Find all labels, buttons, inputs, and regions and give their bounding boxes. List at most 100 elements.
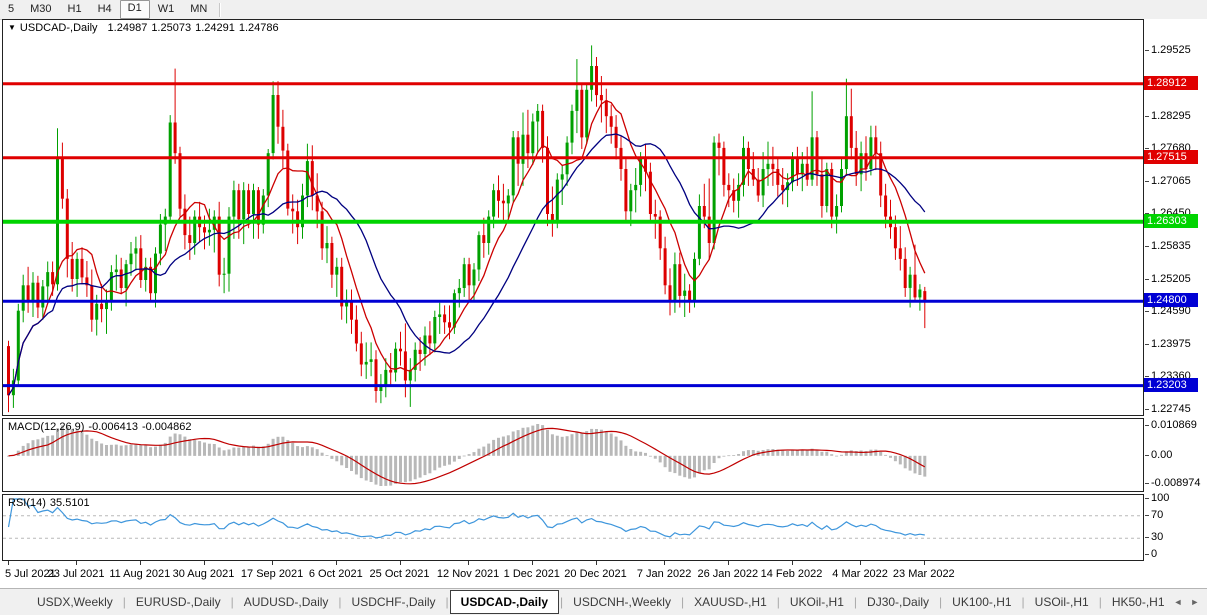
- macd-histogram-bar: [203, 442, 206, 456]
- candle-body: [702, 206, 706, 217]
- macd-histogram-bar: [835, 455, 839, 457]
- chart-tab-audusd-[interactable]: AUDUSD-,Daily: [243, 595, 329, 609]
- macd-histogram-bar: [898, 455, 902, 465]
- macd-histogram-bar: [727, 455, 731, 457]
- chart-tab-eurusd-[interactable]: EURUSD-,Daily: [135, 595, 221, 609]
- macd-histogram-bar: [609, 433, 613, 456]
- candle-body: [85, 277, 89, 286]
- candle-body: [178, 153, 182, 209]
- timeframe-button-h4[interactable]: H4: [97, 3, 112, 15]
- price-tick-label: 1.29525: [1145, 44, 1191, 57]
- candle-body: [109, 272, 113, 302]
- chart-title: ▼ USDCAD-,Daily 1.24987 1.25073 1.24291 1.247…: [8, 22, 283, 34]
- macd-histogram-bar: [908, 455, 912, 471]
- macd-histogram-bar: [70, 429, 74, 456]
- macd-histogram-bar: [599, 429, 603, 456]
- candle-body: [335, 266, 339, 275]
- tab-divider: |: [445, 595, 449, 609]
- timeframe-button-5[interactable]: 5: [8, 3, 15, 15]
- macd-histogram-bar: [325, 455, 329, 456]
- price-tick-label: 1.24590: [1145, 305, 1191, 318]
- timeframe-button-m30[interactable]: M30: [30, 3, 52, 15]
- timeframe-button-h1[interactable]: H1: [67, 3, 82, 15]
- timeframe-button-d1[interactable]: D1: [119, 0, 150, 19]
- candle-body: [893, 227, 897, 249]
- tab-divider: |: [1098, 595, 1102, 609]
- macd-histogram-bar: [830, 454, 834, 456]
- macd-histogram-bar: [379, 455, 383, 486]
- macd-histogram-bar: [242, 446, 246, 456]
- macd-label: MACD(12,26,9) -0.006413 -0.004862: [8, 421, 196, 433]
- time-axis-label: 26 Jan 2022: [697, 568, 759, 580]
- timeframe-button-mn[interactable]: MN: [190, 3, 208, 15]
- candle-body: [879, 153, 883, 196]
- candle-body: [546, 147, 549, 214]
- candle-body: [433, 317, 437, 344]
- candle-body: [403, 351, 407, 381]
- chart-tab-usdcad-[interactable]: USDCAD-,Daily: [449, 590, 560, 614]
- candle-body: [756, 179, 760, 196]
- time-tick: [7, 561, 9, 565]
- tabs-scroll-right-icon[interactable]: ►: [1190, 597, 1200, 607]
- macd-histogram-bar: [154, 446, 157, 456]
- chart-tab-ukoil-[interactable]: UKOil-,H1: [789, 595, 844, 609]
- chart-tab-usdcnh-[interactable]: USDCNH-,Weekly: [573, 595, 671, 609]
- chart-tab-uk100-[interactable]: UK100-,H1: [952, 595, 1012, 609]
- macd-histogram-bar: [418, 455, 422, 478]
- macd-histogram-bar: [889, 455, 892, 458]
- macd-histogram-bar: [786, 451, 790, 456]
- chart-tab-usdchf-[interactable]: USDCHF-,Daily: [351, 595, 436, 609]
- candle-body: [305, 161, 309, 196]
- macd-histogram-bar: [7, 455, 10, 457]
- macd-histogram-bar: [859, 450, 863, 456]
- candle-body: [232, 190, 236, 217]
- candle-body: [472, 269, 476, 286]
- chart-tab-hk50-[interactable]: HK50-,H1: [1111, 595, 1165, 609]
- macd-histogram-bar: [359, 455, 363, 479]
- price-axis[interactable]: 1.295251.282951.276801.270651.264501.258…: [1144, 19, 1207, 587]
- macd-histogram-bar: [893, 455, 897, 462]
- macd-histogram-bar: [668, 455, 672, 472]
- candle-body: [869, 137, 873, 169]
- macd-histogram-bar: [345, 455, 349, 468]
- rsi-indicator-panel[interactable]: RSI(14) 35.5101: [2, 494, 1144, 561]
- candle-body: [595, 66, 598, 96]
- candle-body: [683, 290, 687, 296]
- candle-body: [310, 161, 314, 196]
- candle-body: [506, 195, 510, 204]
- candle-body: [859, 153, 863, 175]
- macd-histogram-bar: [531, 425, 535, 456]
- candle-body: [805, 163, 809, 180]
- macd-histogram-bar: [310, 447, 314, 456]
- macd-histogram-bar: [109, 444, 113, 456]
- candle-body: [742, 147, 745, 185]
- chart-tab-usdx[interactable]: USDX,Weekly: [37, 595, 113, 609]
- time-axis[interactable]: 5 Jul 2021 23 Jul 2021 11 Aug 2021 30 Aug 2…: [2, 561, 1144, 587]
- macd-histogram-bar: [746, 450, 750, 456]
- candle-body: [7, 346, 10, 396]
- chart-tab-dj30-[interactable]: DJ30-,Daily: [867, 595, 930, 609]
- tab-scroll-arrows: ◄ ►: [1174, 597, 1200, 607]
- candlestick-plot[interactable]: [3, 20, 1143, 415]
- macd-histogram-bar: [134, 443, 138, 456]
- macd-indicator-panel[interactable]: MACD(12,26,9) -0.006413 -0.004862: [2, 418, 1144, 492]
- candle-body: [95, 303, 99, 320]
- candle-body: [428, 335, 432, 344]
- macd-histogram-bar: [903, 455, 907, 469]
- chart-tab-xauusd-[interactable]: XAUUSD-,H1: [694, 595, 767, 609]
- symbol-dropdown-icon[interactable]: ▼: [8, 23, 16, 32]
- candle-body: [144, 266, 148, 280]
- macd-histogram-bar: [369, 455, 373, 482]
- rsi-plot[interactable]: [3, 495, 1143, 560]
- macd-plot[interactable]: [3, 419, 1143, 491]
- main-chart-panel[interactable]: ▼ USDCAD-,Daily 1.24987 1.25073 1.24291 1.247…: [2, 19, 1144, 416]
- timeframe-button-w1[interactable]: W1: [157, 3, 175, 15]
- tabs-scroll-left-icon[interactable]: ◄: [1173, 597, 1183, 607]
- chart-tab-usoil-[interactable]: USOil-,H1: [1034, 595, 1089, 609]
- candle-body: [653, 214, 657, 217]
- rsi-axis-label: 100: [1144, 492, 1170, 504]
- macd-histogram-bar: [90, 438, 94, 456]
- candle-body: [697, 206, 701, 259]
- moving-average-line-8: [7, 99, 926, 396]
- candle-body: [139, 248, 143, 280]
